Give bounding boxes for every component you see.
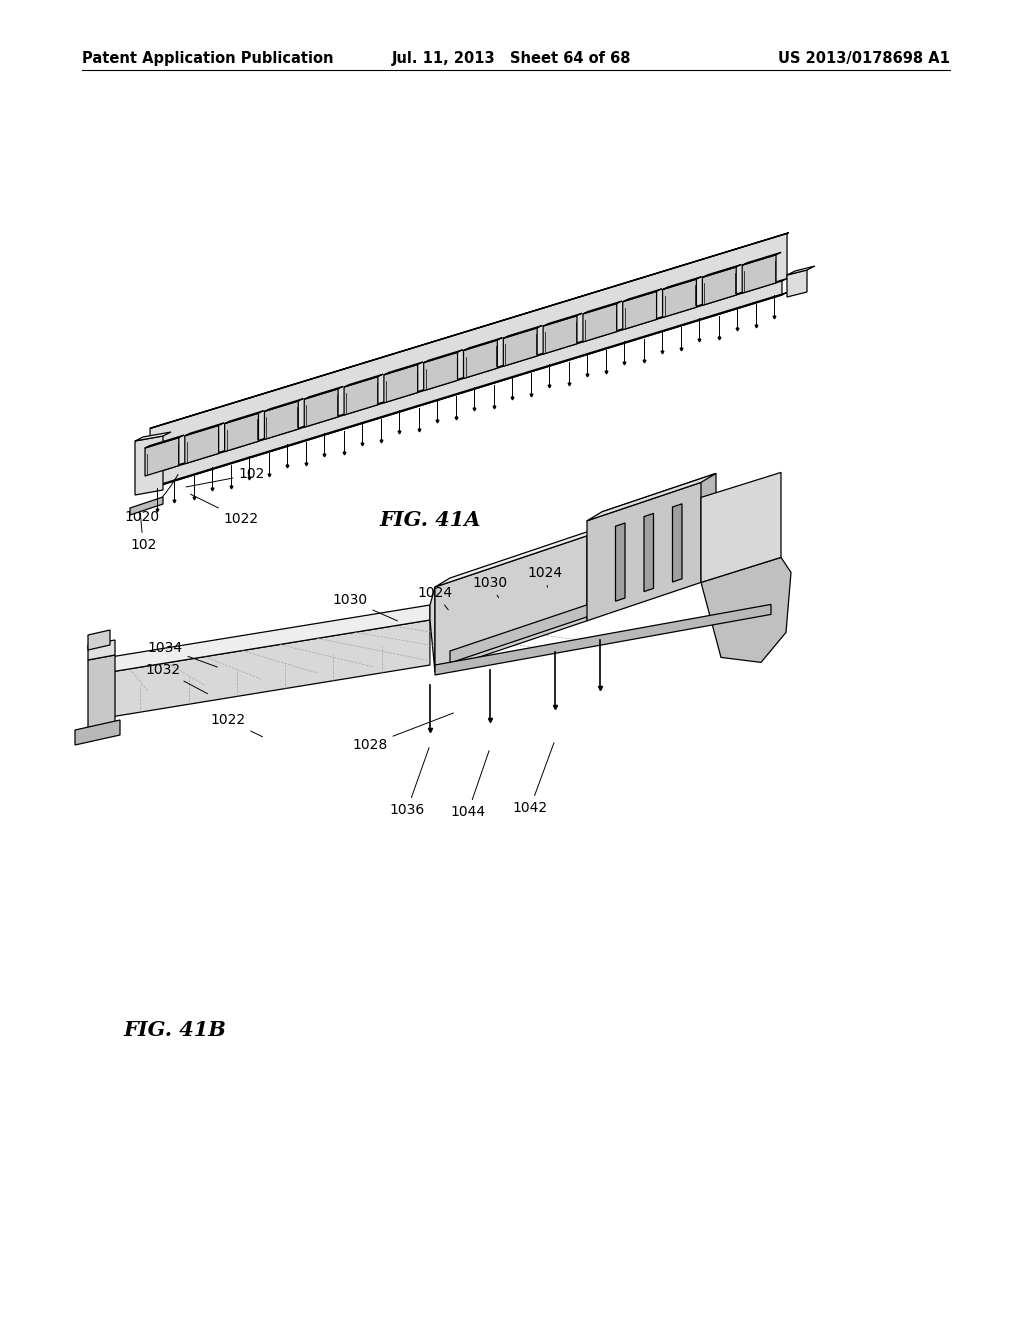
Text: Patent Application Publication: Patent Application Publication <box>82 50 334 66</box>
Polygon shape <box>145 293 787 490</box>
Polygon shape <box>623 292 656 330</box>
Polygon shape <box>583 301 622 314</box>
Text: 102: 102 <box>186 467 265 487</box>
Polygon shape <box>145 279 787 477</box>
Text: 1024: 1024 <box>527 566 562 587</box>
Polygon shape <box>583 304 616 342</box>
Polygon shape <box>92 605 430 675</box>
Polygon shape <box>742 252 781 265</box>
Polygon shape <box>701 557 791 663</box>
Polygon shape <box>787 271 807 297</box>
Polygon shape <box>435 605 771 675</box>
Polygon shape <box>184 422 223 436</box>
Polygon shape <box>663 277 701 289</box>
Text: 1032: 1032 <box>145 663 208 694</box>
Polygon shape <box>615 523 625 601</box>
Polygon shape <box>464 341 498 379</box>
Polygon shape <box>663 280 696 318</box>
Polygon shape <box>344 376 378 414</box>
Polygon shape <box>130 498 163 515</box>
Polygon shape <box>151 234 787 474</box>
Text: 1024: 1024 <box>418 586 453 610</box>
Polygon shape <box>344 374 383 387</box>
Polygon shape <box>224 413 258 451</box>
Polygon shape <box>424 350 463 363</box>
Polygon shape <box>504 326 542 338</box>
Polygon shape <box>587 474 716 521</box>
Text: 1034: 1034 <box>147 642 217 667</box>
Polygon shape <box>264 401 298 440</box>
Polygon shape <box>742 255 776 293</box>
Polygon shape <box>435 527 602 587</box>
Polygon shape <box>384 364 418 403</box>
Text: 1028: 1028 <box>352 713 454 752</box>
Text: 1030: 1030 <box>333 593 397 620</box>
Polygon shape <box>304 387 343 399</box>
Polygon shape <box>644 513 653 591</box>
Text: 1044: 1044 <box>451 751 489 818</box>
Text: Jul. 11, 2013   Sheet 64 of 68: Jul. 11, 2013 Sheet 64 of 68 <box>392 50 632 66</box>
Polygon shape <box>264 399 303 412</box>
Polygon shape <box>88 640 115 660</box>
Polygon shape <box>145 436 184 447</box>
Text: US 2013/0178698 A1: US 2013/0178698 A1 <box>778 50 950 66</box>
Polygon shape <box>543 315 577 354</box>
Text: 1022: 1022 <box>211 713 262 737</box>
Polygon shape <box>304 389 338 428</box>
Polygon shape <box>602 474 716 611</box>
Polygon shape <box>88 630 110 649</box>
Polygon shape <box>184 425 219 463</box>
Polygon shape <box>430 587 435 672</box>
Polygon shape <box>702 267 736 305</box>
Polygon shape <box>504 327 538 367</box>
Polygon shape <box>92 620 430 719</box>
Polygon shape <box>623 289 662 302</box>
Polygon shape <box>384 362 423 375</box>
Text: 1020: 1020 <box>124 474 178 524</box>
Polygon shape <box>701 473 781 582</box>
Polygon shape <box>435 536 587 672</box>
Text: 1030: 1030 <box>472 576 508 598</box>
Polygon shape <box>145 281 782 490</box>
Polygon shape <box>543 313 582 326</box>
Text: 1040: 1040 <box>644 543 680 562</box>
Polygon shape <box>424 352 458 391</box>
Polygon shape <box>75 719 120 744</box>
Text: 1036: 1036 <box>389 747 429 817</box>
Polygon shape <box>145 438 179 477</box>
Text: 1022: 1022 <box>190 494 258 525</box>
Polygon shape <box>673 504 682 582</box>
Polygon shape <box>464 338 503 351</box>
Polygon shape <box>135 432 171 441</box>
Text: FIG. 41B: FIG. 41B <box>124 1020 226 1040</box>
Text: 1042: 1042 <box>512 743 554 814</box>
Text: FIG. 41A: FIG. 41A <box>379 510 480 531</box>
Polygon shape <box>787 267 815 275</box>
Text: 102: 102 <box>130 512 157 552</box>
Polygon shape <box>151 232 788 429</box>
Polygon shape <box>587 482 701 620</box>
Polygon shape <box>450 599 602 663</box>
Text: 1038: 1038 <box>607 554 643 576</box>
Polygon shape <box>88 655 115 735</box>
Polygon shape <box>135 436 163 495</box>
Polygon shape <box>224 411 263 424</box>
Polygon shape <box>702 264 741 277</box>
